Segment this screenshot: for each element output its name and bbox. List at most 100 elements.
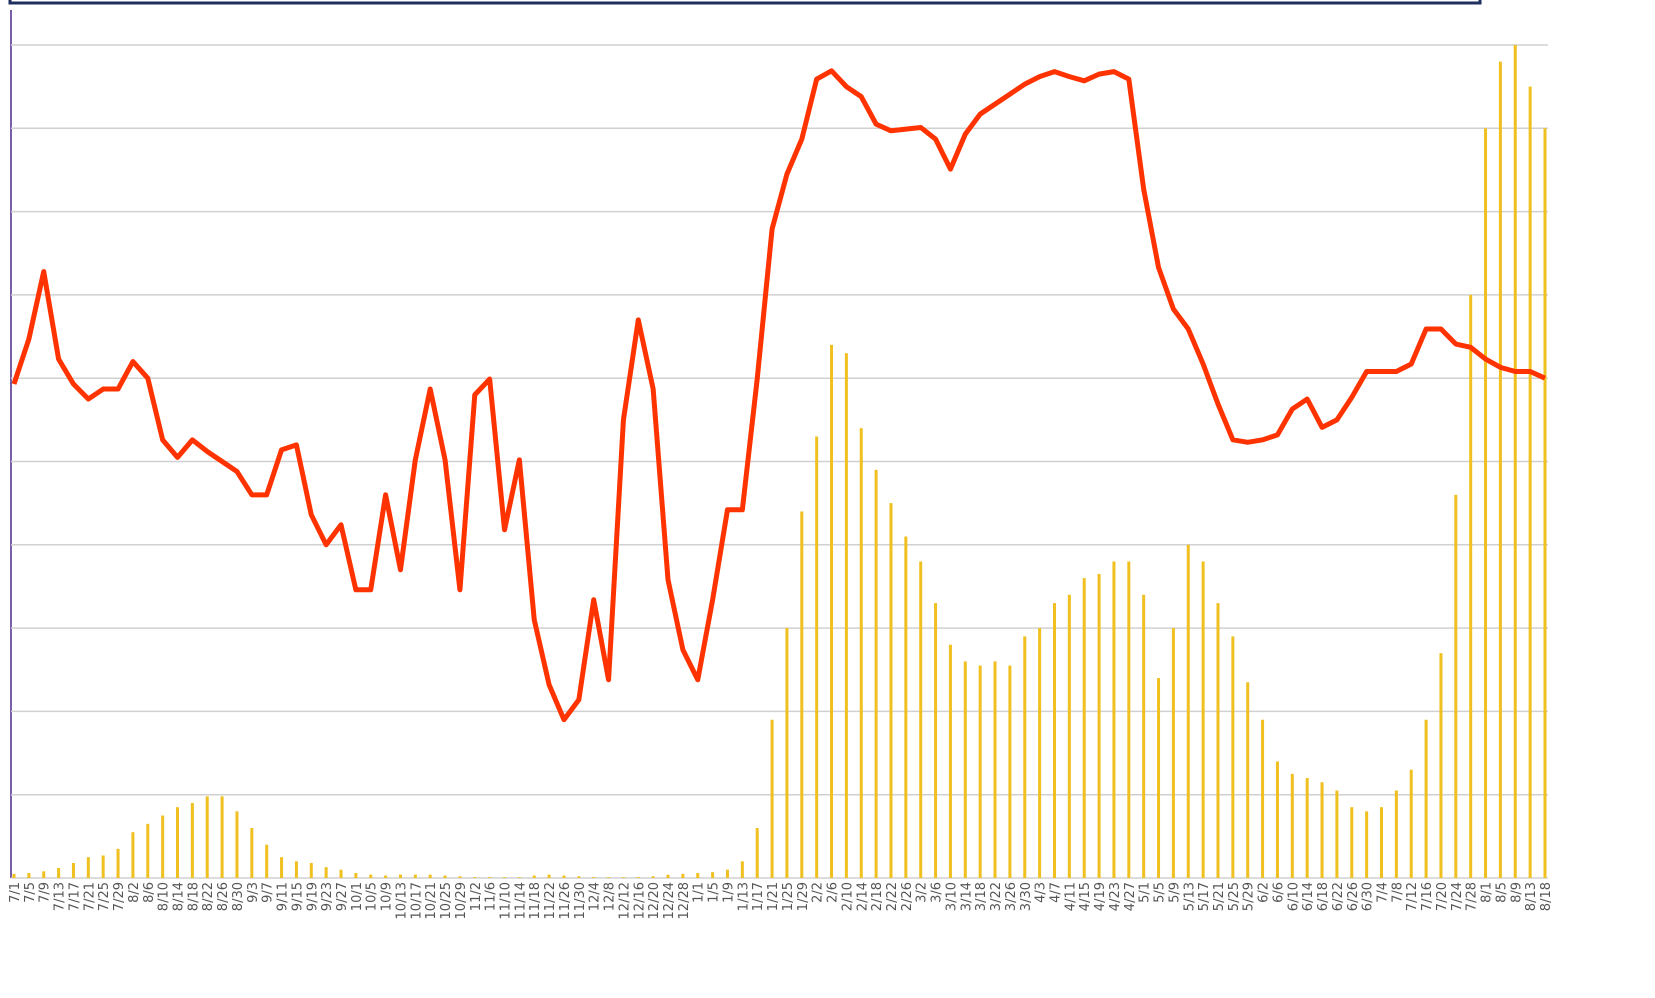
bar bbox=[651, 876, 655, 878]
x-tick-label: 5/17 bbox=[1197, 882, 1212, 911]
bar bbox=[844, 353, 848, 879]
bar bbox=[770, 719, 774, 878]
x-tick-label: 11/6 bbox=[484, 882, 499, 911]
x-tick-label: 12/8 bbox=[603, 882, 618, 911]
x-tick-label: 7/5 bbox=[23, 882, 38, 903]
x-tick-label: 11/10 bbox=[499, 882, 514, 919]
x-tick-label: 7/9 bbox=[38, 882, 53, 903]
bar bbox=[1157, 678, 1161, 878]
bar bbox=[1484, 128, 1488, 878]
bar bbox=[205, 796, 209, 878]
x-tick-label: 1/5 bbox=[707, 882, 722, 903]
bar bbox=[250, 828, 254, 878]
x-tick-label: 1/13 bbox=[736, 882, 751, 911]
x-tick-label: 11/18 bbox=[528, 882, 543, 919]
bar bbox=[562, 875, 566, 878]
bar bbox=[1469, 294, 1473, 879]
bar bbox=[993, 661, 997, 878]
bar bbox=[547, 874, 551, 878]
x-tick-label: 1/17 bbox=[751, 882, 766, 911]
bar bbox=[146, 823, 150, 878]
bar bbox=[1409, 769, 1413, 878]
bar bbox=[1275, 761, 1279, 878]
bar bbox=[27, 873, 31, 878]
x-tick-label: 6/10 bbox=[1286, 882, 1301, 911]
x-tick-label: 8/18 bbox=[186, 882, 201, 911]
x-tick-label: 8/26 bbox=[216, 882, 231, 911]
x-tick-label: 8/9 bbox=[1509, 882, 1524, 903]
x-tick-label: 5/1 bbox=[1138, 882, 1153, 903]
bar bbox=[1038, 628, 1042, 878]
bar bbox=[666, 874, 670, 878]
x-tick-label: 6/6 bbox=[1271, 882, 1286, 903]
bar bbox=[190, 803, 194, 878]
bar bbox=[428, 874, 432, 878]
bar bbox=[1498, 61, 1502, 878]
bar bbox=[934, 603, 938, 878]
x-tick-label: 3/22 bbox=[989, 882, 1004, 911]
x-tick-label: 7/29 bbox=[112, 882, 127, 911]
bar bbox=[369, 874, 373, 878]
x-tick-label: 7/21 bbox=[82, 882, 97, 911]
bar bbox=[1186, 544, 1190, 878]
x-tick-label: 7/1 bbox=[8, 882, 23, 903]
bar bbox=[42, 871, 46, 878]
bar bbox=[1290, 773, 1294, 878]
bar bbox=[607, 877, 611, 878]
x-tick-label: 1/21 bbox=[766, 882, 781, 911]
bar bbox=[1454, 494, 1458, 878]
x-tick-label: 7/12 bbox=[1405, 882, 1420, 911]
x-tick-label: 6/30 bbox=[1361, 882, 1376, 911]
bar bbox=[963, 661, 967, 878]
x-tick-label: 6/2 bbox=[1257, 882, 1272, 903]
bar bbox=[12, 873, 16, 878]
x-tick-label: 7/4 bbox=[1375, 882, 1390, 903]
bar bbox=[621, 877, 625, 878]
x-tick-label: 7/20 bbox=[1435, 882, 1450, 911]
bar bbox=[1394, 790, 1398, 878]
x-tick-label: 10/5 bbox=[365, 882, 380, 911]
x-tick-label: 11/30 bbox=[573, 882, 588, 919]
x-tick-label: 8/18 bbox=[1539, 882, 1554, 911]
bar bbox=[265, 844, 269, 878]
line bbox=[11, 68, 1547, 723]
bar bbox=[978, 665, 982, 878]
x-tick-label: 3/14 bbox=[959, 882, 974, 911]
bar bbox=[101, 855, 105, 878]
bar bbox=[1528, 86, 1532, 879]
x-tick-label: 4/27 bbox=[1123, 882, 1138, 911]
x-tick-label: 8/1 bbox=[1480, 882, 1495, 903]
bar bbox=[1513, 44, 1517, 878]
bar bbox=[220, 796, 224, 878]
x-tick-label: 2/22 bbox=[885, 882, 900, 911]
bar bbox=[1008, 665, 1012, 878]
bar bbox=[830, 344, 834, 878]
bar bbox=[1231, 636, 1235, 878]
bar bbox=[1335, 790, 1339, 878]
x-tick-label: 7/24 bbox=[1450, 882, 1465, 911]
bar bbox=[1082, 578, 1086, 878]
x-tick-label: 8/13 bbox=[1524, 882, 1539, 911]
x-tick-label: 8/6 bbox=[142, 882, 157, 903]
x-tick-label: 2/10 bbox=[840, 882, 855, 911]
x-tick-label: 3/26 bbox=[1004, 882, 1019, 911]
bar bbox=[339, 869, 343, 878]
x-tick-label: 10/9 bbox=[380, 882, 395, 911]
x-tick-label: 7/16 bbox=[1420, 882, 1435, 911]
legend-frame bbox=[8, 0, 1482, 5]
x-tick-label: 12/4 bbox=[588, 882, 603, 911]
x-tick-label: 1/1 bbox=[692, 882, 707, 903]
bar bbox=[1023, 636, 1027, 878]
bar bbox=[1171, 628, 1175, 878]
x-tick-label: 10/29 bbox=[454, 882, 469, 919]
bar bbox=[1439, 653, 1443, 878]
bar bbox=[1379, 807, 1383, 878]
bar bbox=[1216, 603, 1220, 878]
x-tick-label: 3/6 bbox=[930, 882, 945, 903]
x-tick-label: 8/22 bbox=[201, 882, 216, 911]
x-tick-label: 8/10 bbox=[157, 882, 172, 911]
bar bbox=[413, 874, 417, 878]
x-tick-label: 2/2 bbox=[811, 882, 826, 903]
x-tick-label: 11/14 bbox=[513, 882, 528, 919]
bar bbox=[1201, 561, 1205, 878]
